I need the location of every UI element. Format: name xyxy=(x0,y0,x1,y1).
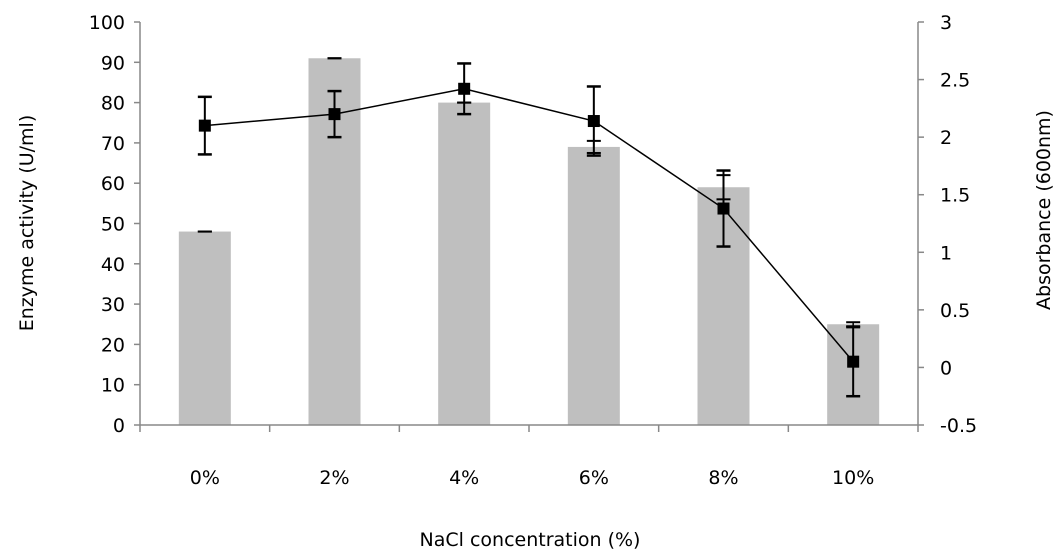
y-tick-label-60: 60 xyxy=(101,173,125,195)
x-tick-label-8%: 8% xyxy=(708,467,738,489)
line-series xyxy=(198,63,860,396)
y-tick-label-10: 10 xyxy=(101,375,125,397)
bar-0% xyxy=(179,232,231,425)
x-tick-label-2%: 2% xyxy=(319,467,349,489)
y-tick-label-70: 70 xyxy=(101,133,125,155)
y2-tick-label-2: 2 xyxy=(940,127,952,149)
y-tick-label-30: 30 xyxy=(101,294,125,316)
y-tick-label-50: 50 xyxy=(101,214,125,236)
bar-error-series xyxy=(198,58,860,326)
x-axis-title: NaCl concentration (%) xyxy=(420,529,641,550)
y-tick-label-90: 90 xyxy=(101,52,125,74)
axes xyxy=(134,22,924,432)
y2-axis-title: Absorbance (600nm) xyxy=(1033,110,1055,310)
x-tick-label-6%: 6% xyxy=(579,467,609,489)
bar-4% xyxy=(438,103,490,425)
x-tick-label-0%: 0% xyxy=(190,467,220,489)
y-tick-label-0: 0 xyxy=(113,415,125,437)
y-axis-title: Enzyme activity (U/ml) xyxy=(16,115,38,332)
x-tick-label-10%: 10% xyxy=(832,467,874,489)
y2-tick-label-1.5: 1.5 xyxy=(940,185,970,207)
y2-tick-label-1: 1 xyxy=(940,242,952,264)
line-marker-6% xyxy=(588,115,600,127)
y-tick-label-100: 100 xyxy=(89,12,125,34)
absorbance-line xyxy=(205,89,853,362)
y2-tick-label-2.5: 2.5 xyxy=(940,70,970,92)
line-marker-4% xyxy=(458,83,470,95)
line-marker-8% xyxy=(718,203,730,215)
y2-tick-label--0.5: -0.5 xyxy=(940,415,977,437)
bar-6% xyxy=(568,147,620,425)
y2-tick-label-0.5: 0.5 xyxy=(940,300,970,322)
y2-tick-label-0: 0 xyxy=(940,357,952,379)
y-tick-label-80: 80 xyxy=(101,93,125,115)
y-tick-label-40: 40 xyxy=(101,254,125,276)
bar-series xyxy=(179,58,879,425)
x-tick-label-4%: 4% xyxy=(449,467,479,489)
line-marker-0% xyxy=(199,120,211,132)
y2-tick-label-3: 3 xyxy=(940,12,952,34)
y-tick-label-20: 20 xyxy=(101,334,125,356)
line-marker-2% xyxy=(329,108,341,120)
line-marker-10% xyxy=(847,356,859,368)
